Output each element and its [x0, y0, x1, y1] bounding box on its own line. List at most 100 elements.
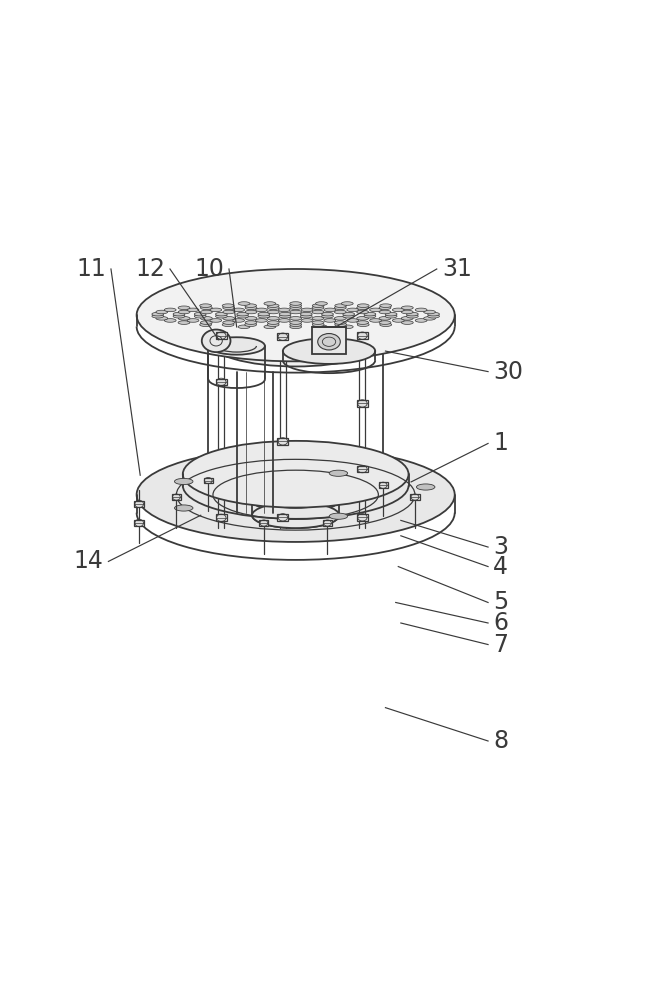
Text: 6: 6	[493, 611, 508, 635]
Ellipse shape	[278, 308, 290, 312]
Ellipse shape	[156, 317, 167, 320]
Ellipse shape	[216, 314, 227, 318]
Ellipse shape	[357, 321, 369, 324]
Ellipse shape	[334, 321, 346, 324]
Ellipse shape	[223, 310, 234, 314]
Ellipse shape	[312, 317, 324, 320]
Ellipse shape	[136, 448, 455, 542]
Ellipse shape	[342, 302, 353, 305]
Ellipse shape	[347, 308, 359, 312]
Ellipse shape	[312, 323, 324, 326]
Ellipse shape	[245, 310, 257, 314]
Ellipse shape	[238, 325, 250, 329]
Ellipse shape	[357, 306, 369, 310]
Ellipse shape	[364, 314, 376, 318]
Ellipse shape	[342, 325, 353, 329]
Ellipse shape	[256, 308, 267, 312]
Ellipse shape	[258, 312, 269, 316]
Ellipse shape	[357, 323, 369, 326]
Ellipse shape	[301, 319, 313, 322]
Ellipse shape	[222, 306, 234, 310]
Bar	[357, 332, 368, 339]
Ellipse shape	[424, 317, 436, 320]
Ellipse shape	[245, 304, 257, 307]
Bar	[134, 520, 144, 526]
Ellipse shape	[233, 319, 244, 322]
Ellipse shape	[290, 321, 302, 324]
Ellipse shape	[264, 302, 276, 305]
Ellipse shape	[401, 317, 413, 320]
Ellipse shape	[209, 337, 265, 355]
Bar	[312, 327, 346, 354]
Text: 8: 8	[493, 729, 508, 753]
Ellipse shape	[316, 302, 328, 305]
Ellipse shape	[290, 302, 302, 305]
Ellipse shape	[279, 312, 291, 316]
Text: 31: 31	[442, 257, 472, 281]
Ellipse shape	[357, 304, 369, 307]
Ellipse shape	[201, 321, 213, 324]
Ellipse shape	[393, 308, 404, 312]
Ellipse shape	[334, 306, 346, 310]
Ellipse shape	[415, 319, 427, 322]
Ellipse shape	[334, 310, 346, 314]
Ellipse shape	[237, 314, 248, 318]
Bar	[410, 494, 420, 500]
Ellipse shape	[379, 321, 391, 324]
Ellipse shape	[175, 505, 193, 511]
Ellipse shape	[210, 319, 222, 322]
Ellipse shape	[222, 323, 234, 326]
Ellipse shape	[329, 513, 348, 519]
Ellipse shape	[258, 314, 269, 318]
Ellipse shape	[301, 314, 312, 318]
Ellipse shape	[364, 312, 376, 316]
Ellipse shape	[379, 306, 391, 310]
Ellipse shape	[428, 314, 440, 318]
Bar	[357, 514, 368, 521]
Ellipse shape	[245, 317, 257, 320]
Ellipse shape	[267, 317, 279, 320]
Text: 3: 3	[493, 535, 508, 559]
Ellipse shape	[324, 319, 336, 322]
Bar	[277, 438, 289, 445]
Ellipse shape	[379, 310, 391, 314]
Ellipse shape	[178, 317, 190, 320]
Ellipse shape	[264, 325, 276, 329]
Ellipse shape	[301, 308, 313, 312]
Text: 7: 7	[493, 633, 508, 657]
Ellipse shape	[267, 310, 279, 314]
Ellipse shape	[424, 310, 436, 314]
Text: 14: 14	[73, 549, 103, 573]
Ellipse shape	[267, 306, 279, 310]
Ellipse shape	[335, 323, 347, 326]
Ellipse shape	[335, 304, 347, 307]
Ellipse shape	[233, 308, 244, 312]
Text: 4: 4	[493, 555, 508, 579]
Ellipse shape	[252, 487, 340, 513]
Text: 12: 12	[135, 257, 165, 281]
Bar	[323, 520, 332, 526]
Ellipse shape	[183, 441, 408, 508]
Bar	[216, 514, 227, 521]
Ellipse shape	[290, 310, 302, 314]
Ellipse shape	[290, 323, 302, 326]
Bar	[260, 520, 269, 526]
Ellipse shape	[279, 314, 291, 318]
Ellipse shape	[195, 312, 206, 316]
Ellipse shape	[290, 304, 302, 307]
Bar	[277, 514, 289, 521]
Ellipse shape	[357, 310, 369, 314]
Ellipse shape	[223, 317, 234, 320]
Ellipse shape	[290, 306, 302, 310]
Ellipse shape	[379, 317, 391, 320]
Bar	[216, 332, 227, 339]
Ellipse shape	[312, 306, 324, 310]
Ellipse shape	[238, 302, 250, 305]
Ellipse shape	[380, 323, 392, 326]
Bar	[204, 478, 213, 483]
Bar	[216, 379, 227, 385]
Ellipse shape	[416, 484, 435, 490]
Ellipse shape	[324, 308, 336, 312]
Ellipse shape	[256, 319, 267, 322]
Ellipse shape	[312, 310, 324, 314]
